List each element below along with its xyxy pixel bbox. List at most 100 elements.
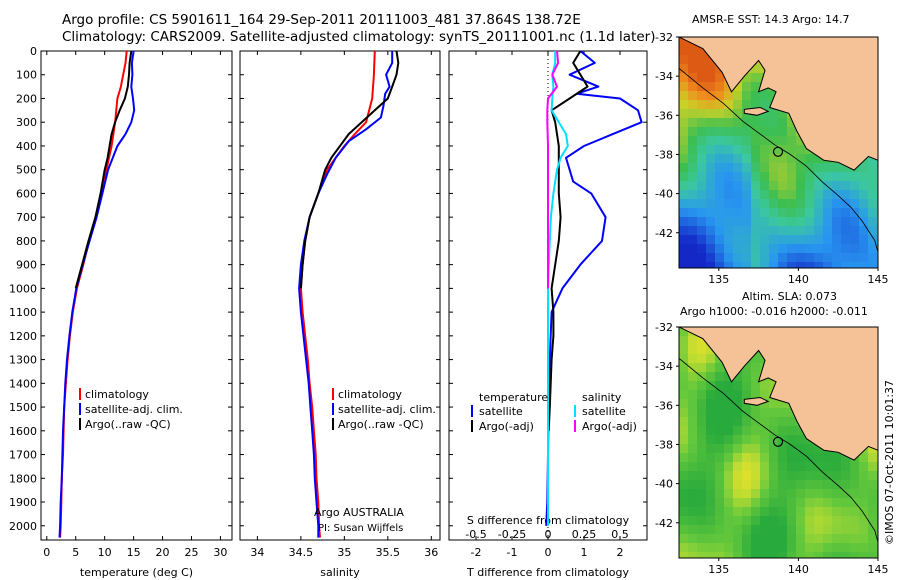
field-cell <box>724 181 734 191</box>
field-cell <box>859 471 869 481</box>
field-cell <box>751 525 761 535</box>
field-cell <box>697 543 707 553</box>
field-cell <box>706 426 716 436</box>
y-tick-label: 1000 <box>9 282 37 295</box>
field-cell <box>706 417 716 427</box>
field-cell <box>751 372 761 382</box>
field-cell <box>769 462 779 472</box>
field-cell <box>715 408 725 418</box>
field-cell <box>697 363 707 373</box>
field-cell <box>751 507 761 517</box>
field-cell <box>751 444 761 454</box>
field-cell <box>697 55 707 65</box>
field-cell <box>778 172 788 182</box>
field-cell <box>814 253 824 263</box>
field-cell <box>697 235 707 245</box>
field-cell <box>679 336 689 346</box>
field-cell <box>751 145 761 155</box>
field-cell <box>760 516 770 526</box>
field-cell <box>778 471 788 481</box>
field-cell <box>724 453 734 463</box>
field-cell <box>715 471 725 481</box>
field-cell <box>778 154 788 164</box>
y-tick-label: 1800 <box>9 472 37 485</box>
field-cell <box>796 235 806 245</box>
field-cell <box>796 154 806 164</box>
field-cell <box>679 127 689 137</box>
field-cell <box>706 525 716 535</box>
field-cell <box>742 426 752 436</box>
field-cell <box>706 534 716 544</box>
field-cell <box>733 480 743 490</box>
field-cell <box>688 516 698 526</box>
field-cell <box>805 226 815 236</box>
field-cell <box>859 253 869 263</box>
field-cell <box>679 489 689 499</box>
field-cell <box>706 345 716 355</box>
field-cell <box>760 244 770 254</box>
field-cell <box>805 172 815 182</box>
field-cell <box>823 253 833 263</box>
island <box>743 396 770 406</box>
field-cell <box>679 363 689 373</box>
field-cell <box>850 498 860 508</box>
field-cell <box>859 462 869 472</box>
field-cell <box>697 417 707 427</box>
map-frame <box>678 36 879 269</box>
field-cell <box>805 534 815 544</box>
field-cell <box>688 127 698 137</box>
field-cell <box>805 154 815 164</box>
field-cell <box>760 390 770 400</box>
x-axis-label: salinity <box>320 566 360 579</box>
field-cell <box>769 543 779 553</box>
field-cell <box>742 73 752 83</box>
field-cell <box>868 217 878 227</box>
field-cell <box>796 453 806 463</box>
field-cell <box>760 118 770 128</box>
field-cell <box>706 552 716 558</box>
field-cell <box>688 172 698 182</box>
field-cell <box>787 154 797 164</box>
field-cell <box>832 534 842 544</box>
field-cell <box>814 543 824 553</box>
field-cell <box>724 172 734 182</box>
x-tick-label: 36 <box>424 546 438 559</box>
field-cell <box>814 208 824 218</box>
field-cell <box>724 471 734 481</box>
field-cell <box>841 471 851 481</box>
legend-header-salinity: salinity <box>582 391 622 404</box>
field-cell <box>769 480 779 490</box>
field-cell <box>850 552 860 558</box>
field-cell <box>814 552 824 558</box>
field-cell <box>769 136 779 146</box>
field-cell <box>769 208 779 218</box>
field-cell <box>679 109 689 119</box>
field-cell <box>724 390 734 400</box>
field-cell <box>751 417 761 427</box>
annotation-institution: Argo AUSTRALIA <box>314 506 404 519</box>
y-tick-label: 1400 <box>9 377 37 390</box>
field-cell <box>706 453 716 463</box>
field-cell <box>724 163 734 173</box>
field-cell <box>778 235 788 245</box>
panel-frame <box>239 50 441 541</box>
field-cell <box>715 372 725 382</box>
field-cell <box>688 91 698 101</box>
field-cell <box>706 354 716 364</box>
field-cell <box>859 262 869 268</box>
field-cell <box>769 217 779 227</box>
field-cell <box>868 262 878 268</box>
field-cell <box>805 516 815 526</box>
field-cell <box>850 172 860 182</box>
field-cell <box>688 408 698 418</box>
field-cell <box>868 507 878 517</box>
field-cell <box>733 127 743 137</box>
field-cell <box>841 552 851 558</box>
field-cell <box>841 235 851 245</box>
x2-tick-label: -0.25 <box>498 528 526 541</box>
field-cell <box>733 507 743 517</box>
field-cell <box>787 199 797 209</box>
field-cell <box>769 552 779 558</box>
field-cell <box>751 64 761 74</box>
field-cell <box>733 426 743 436</box>
